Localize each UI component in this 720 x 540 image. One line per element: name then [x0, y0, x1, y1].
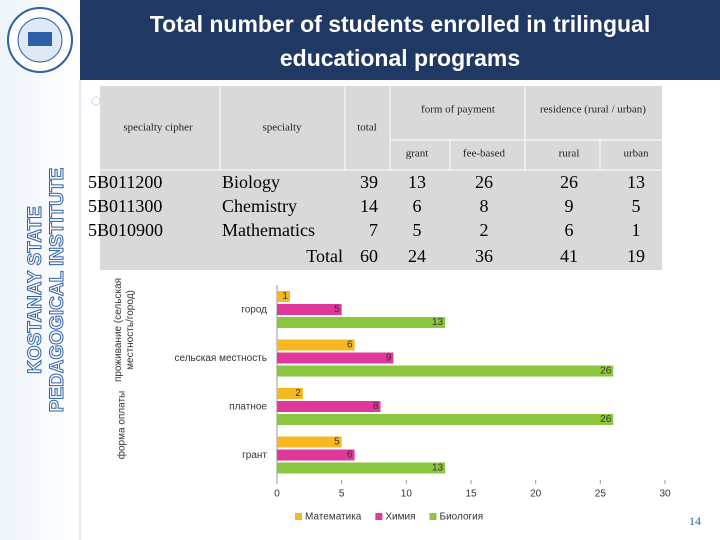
bar: [277, 317, 446, 328]
table-total-cell: 19: [627, 246, 645, 266]
bar: [277, 388, 303, 399]
table-total-cell: 36: [475, 246, 493, 266]
table-cell: 5B011300: [88, 196, 162, 216]
bar: [277, 352, 394, 364]
table-header: grant: [406, 148, 429, 160]
legend-label: Математика: [305, 512, 362, 523]
table-cell: Biology: [222, 172, 280, 192]
data-label: 5: [334, 437, 340, 448]
table-cell: 5B011200: [88, 172, 162, 192]
legend-label: Химия: [385, 512, 415, 523]
y-tick-label: платное: [229, 402, 267, 413]
y-tick-label: сельская местность: [174, 353, 267, 364]
table-header: total: [357, 122, 377, 134]
x-tick-label: 30: [659, 489, 671, 500]
bar: [277, 414, 614, 425]
y-axis-label: проживание (сельскаяместность/город): [113, 278, 136, 382]
y-tick-label: город: [241, 305, 267, 316]
x-tick-label: 5: [339, 489, 345, 500]
table-header: specialty cipher: [123, 122, 193, 134]
x-tick-label: 25: [595, 489, 607, 500]
table-header: fee-based: [463, 148, 506, 160]
table-cell: 9: [565, 196, 574, 216]
table-cell: 6: [413, 196, 422, 216]
data-label: 13: [432, 463, 444, 474]
bar: [277, 449, 355, 461]
table-cell: 2: [480, 220, 489, 240]
table-cell: 1: [632, 220, 641, 240]
x-tick-label: 0: [274, 489, 280, 500]
data-label: 26: [600, 414, 612, 425]
logo: [7, 7, 73, 73]
data-label: 8: [373, 401, 379, 412]
table-total-cell: 24: [408, 246, 426, 266]
table-cell: 14: [360, 196, 378, 216]
table-cell: 7: [369, 220, 378, 240]
sidebar: [0, 0, 80, 540]
table-cell: 26: [560, 172, 578, 192]
table-cell: 6: [565, 220, 574, 240]
table-cell: 5: [413, 220, 422, 240]
bar: [277, 436, 342, 448]
table-background: [100, 86, 662, 270]
data-label: 13: [432, 317, 444, 328]
table-total-cell: 41: [560, 246, 578, 266]
title-banner: [80, 0, 720, 80]
table-cell: 8: [480, 196, 489, 216]
data-label: 2: [295, 388, 301, 399]
title-line: educational programs: [280, 45, 520, 71]
table-header: rural: [559, 148, 580, 160]
table-borders: [100, 86, 662, 171]
table-header: residence (rural / urban): [540, 104, 646, 116]
bar: [277, 304, 342, 315]
y-axis-label: форма оплаты: [116, 391, 128, 460]
data-label: 6: [347, 450, 353, 461]
table-header: urban: [623, 148, 649, 160]
page-number: 14: [689, 514, 701, 528]
title-line: Total number of students enrolled in tri…: [150, 11, 650, 37]
sidebar-text: PEDAGOGICAL INSTITUTE: [47, 168, 68, 413]
table-cell: 13: [627, 172, 645, 192]
x-tick-label: 20: [530, 489, 542, 500]
legend-label: Биология: [440, 512, 484, 523]
table-cell: Chemistry: [222, 196, 297, 216]
legend-swatch: [375, 513, 383, 520]
legend-swatch: [429, 513, 437, 520]
bar: [277, 291, 290, 302]
sidebar-text: KOSTANAY STATE: [25, 206, 46, 374]
y-tick-label: грант: [242, 450, 267, 461]
bar: [277, 365, 614, 377]
table-cell: 13: [408, 172, 426, 192]
bar: [277, 462, 446, 474]
x-tick-label: 15: [465, 489, 477, 500]
data-label: 9: [386, 353, 392, 364]
data-label: 1: [282, 291, 288, 302]
bar: [277, 339, 355, 351]
table-total-cell: Total: [306, 246, 343, 266]
data-label: 5: [334, 304, 340, 315]
table-cell: 26: [475, 172, 493, 192]
table-header: form of payment: [421, 104, 495, 116]
legend-swatch: [295, 513, 302, 520]
table-cell: 5: [632, 196, 641, 216]
table-header: specialty: [262, 122, 302, 134]
table-cell: 5B010900: [88, 220, 163, 240]
x-tick-label: 10: [401, 489, 413, 500]
data-label: 26: [600, 366, 612, 377]
table-total-cell: 60: [360, 246, 378, 266]
table-cell: 39: [360, 172, 378, 192]
bar: [277, 401, 381, 412]
table-cell: Mathematics: [222, 220, 315, 240]
data-label: 6: [347, 340, 353, 351]
